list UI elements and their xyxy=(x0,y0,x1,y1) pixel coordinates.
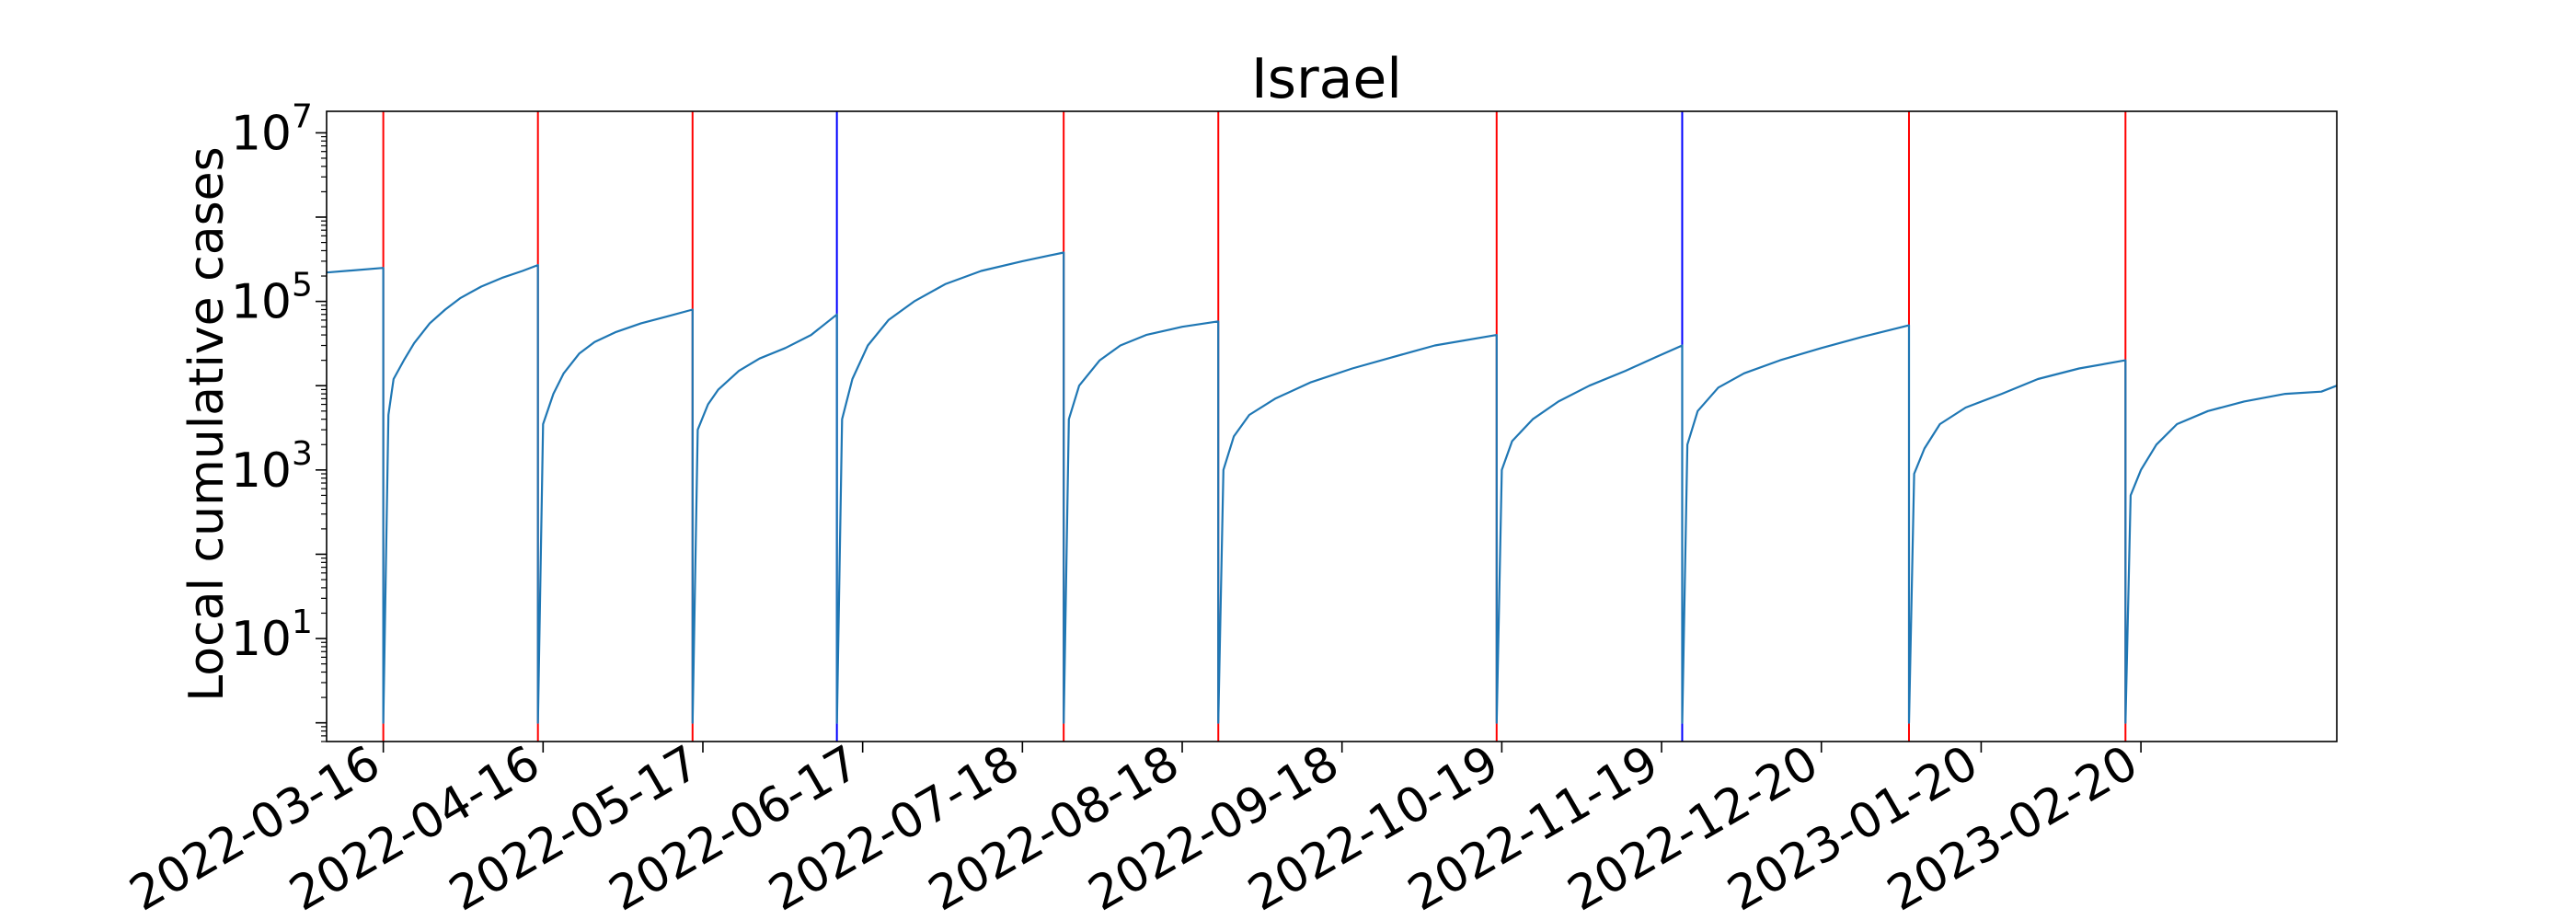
x-ticks: 2022-03-162022-04-162022-05-172022-06-17… xyxy=(121,735,2146,920)
y-tick-exponent: 7 xyxy=(292,98,313,135)
y-tick-exponent: 1 xyxy=(292,604,313,641)
y-tick-label: 10 xyxy=(231,612,292,667)
y-axis-label: Local cumulative cases xyxy=(179,146,235,702)
y-tick-exponent: 5 xyxy=(292,267,313,305)
plot-frame xyxy=(326,110,2338,742)
y-tick-label: 10 xyxy=(231,443,292,499)
chart-title: Israel xyxy=(1251,47,1402,111)
y-tick-label: 10 xyxy=(231,275,292,330)
series-line-0 xyxy=(326,251,2338,724)
y-tick-exponent: 3 xyxy=(292,435,313,473)
vlines-group xyxy=(382,111,2127,742)
series-group xyxy=(326,251,2338,724)
y-tick-label: 10 xyxy=(231,106,292,161)
